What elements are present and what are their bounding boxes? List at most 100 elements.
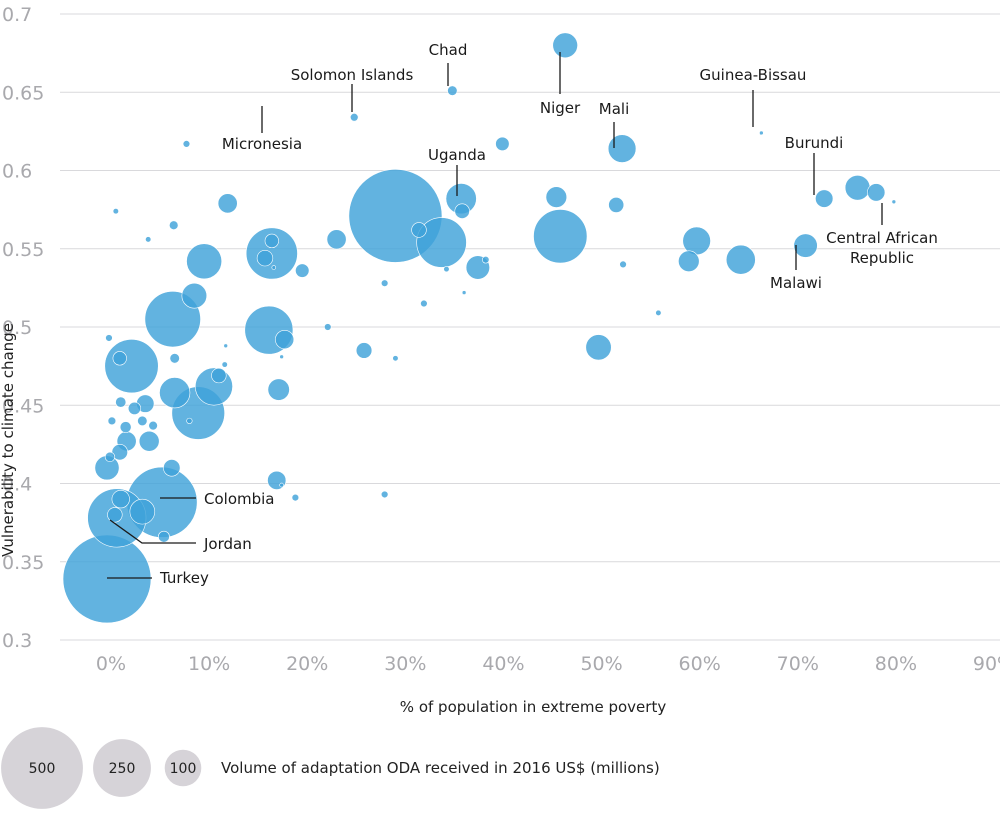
bubble bbox=[416, 217, 467, 268]
legend-bubble-label: 100 bbox=[170, 761, 197, 777]
bubble bbox=[291, 493, 300, 502]
bubble bbox=[245, 227, 298, 280]
bubble bbox=[411, 222, 427, 238]
annotation-label: Uganda bbox=[428, 146, 486, 164]
x-tick-label: 10% bbox=[188, 653, 230, 675]
annotation-label: Solomon Islands bbox=[291, 66, 414, 84]
bubble bbox=[223, 343, 228, 349]
bubble bbox=[256, 249, 274, 267]
annotation-label: Niger bbox=[540, 99, 581, 117]
bubble bbox=[682, 226, 711, 256]
bubble bbox=[182, 140, 191, 148]
bubble bbox=[326, 229, 347, 250]
x-tick-label: 60% bbox=[679, 653, 721, 675]
annotation-label: Chad bbox=[429, 41, 468, 59]
legend-bubble-label: 500 bbox=[29, 761, 56, 777]
bubble bbox=[138, 430, 160, 452]
y-tick-label: 0.35 bbox=[2, 552, 44, 574]
y-tick-label: 0.55 bbox=[2, 239, 44, 261]
bubble bbox=[891, 199, 897, 205]
bubble bbox=[279, 354, 284, 360]
bubble bbox=[482, 255, 490, 264]
y-tick-label: 0.7 bbox=[2, 4, 32, 26]
bubble bbox=[169, 220, 179, 230]
x-tick-label: 50% bbox=[580, 653, 622, 675]
annotation-label: Guinea-Bissau bbox=[700, 66, 807, 84]
annotation-label: Colombia bbox=[204, 490, 275, 508]
bubble bbox=[759, 130, 764, 136]
annotation-leader-line bbox=[109, 519, 196, 544]
bubble bbox=[545, 186, 568, 208]
bubble bbox=[267, 378, 290, 401]
bubble bbox=[533, 209, 588, 264]
bubble bbox=[619, 260, 627, 269]
bubble bbox=[447, 85, 458, 96]
bubble bbox=[211, 367, 227, 384]
bubble bbox=[324, 323, 332, 331]
bubble bbox=[137, 415, 148, 427]
legend-bubble bbox=[164, 749, 202, 787]
bubble bbox=[127, 401, 141, 415]
bubble bbox=[145, 236, 152, 243]
x-tick-label: 70% bbox=[777, 653, 819, 675]
bubble bbox=[552, 32, 578, 59]
annotation-label: Malawi bbox=[770, 274, 822, 292]
bubble bbox=[355, 342, 373, 359]
x-tick-label: 90% bbox=[973, 653, 1000, 675]
bubble bbox=[267, 470, 287, 490]
x-axis-ticks: 0% 10% 20% 30% 40% 50% 60% 70% 80% 90% bbox=[96, 653, 1000, 675]
y-tick-label: 0.4 bbox=[2, 474, 32, 496]
bubble bbox=[104, 451, 116, 463]
bubble bbox=[454, 203, 470, 219]
bubble bbox=[380, 279, 389, 287]
y-tick-label: 0.3 bbox=[2, 630, 32, 652]
legend-title: Volume of adaptation ODA received in 201… bbox=[221, 759, 660, 777]
bubble bbox=[608, 197, 625, 213]
bubble bbox=[725, 244, 756, 275]
bubble bbox=[275, 329, 295, 350]
bubble bbox=[607, 134, 637, 163]
bubble bbox=[793, 233, 818, 258]
bubble bbox=[380, 490, 389, 499]
bubble bbox=[271, 265, 277, 270]
legend-bubble-label: 250 bbox=[109, 761, 136, 777]
bubble bbox=[585, 334, 612, 361]
legend-bubble bbox=[93, 739, 151, 797]
bubble bbox=[867, 183, 886, 202]
y-tick-label: 0.5 bbox=[2, 317, 32, 339]
bubble bbox=[186, 243, 223, 280]
bubble bbox=[107, 507, 123, 523]
bubble bbox=[678, 250, 700, 272]
bubble bbox=[111, 490, 130, 509]
bubble bbox=[119, 421, 132, 434]
size-legend: 500 250 100 bbox=[1, 727, 202, 809]
bubbles bbox=[62, 32, 897, 624]
y-tick-label: 0.45 bbox=[2, 395, 44, 417]
annotation-label: Burundi bbox=[785, 134, 844, 152]
annotation-label: Central African Republic bbox=[826, 229, 938, 267]
bubble bbox=[279, 482, 284, 488]
x-axis-title: % of population in extreme poverty bbox=[400, 698, 667, 716]
bubble bbox=[655, 309, 662, 316]
bubble bbox=[62, 534, 152, 624]
bubble bbox=[295, 263, 310, 278]
bubble bbox=[350, 113, 359, 122]
bubble bbox=[420, 299, 428, 308]
bubble bbox=[461, 290, 467, 295]
bubble bbox=[844, 174, 871, 201]
bubble bbox=[104, 339, 159, 394]
bubble bbox=[105, 334, 113, 342]
bubble bbox=[221, 361, 228, 368]
y-tick-label: 0.65 bbox=[2, 82, 44, 104]
x-tick-label: 0% bbox=[96, 653, 126, 675]
bubble bbox=[181, 282, 208, 309]
bubble bbox=[112, 351, 127, 366]
y-tick-label: 0.6 bbox=[2, 161, 32, 183]
legend-bubble bbox=[1, 727, 83, 809]
bubble bbox=[129, 498, 156, 525]
bubble bbox=[148, 420, 158, 431]
bubble bbox=[169, 353, 180, 364]
bubble bbox=[217, 193, 238, 214]
annotation-label: Mali bbox=[599, 100, 629, 118]
